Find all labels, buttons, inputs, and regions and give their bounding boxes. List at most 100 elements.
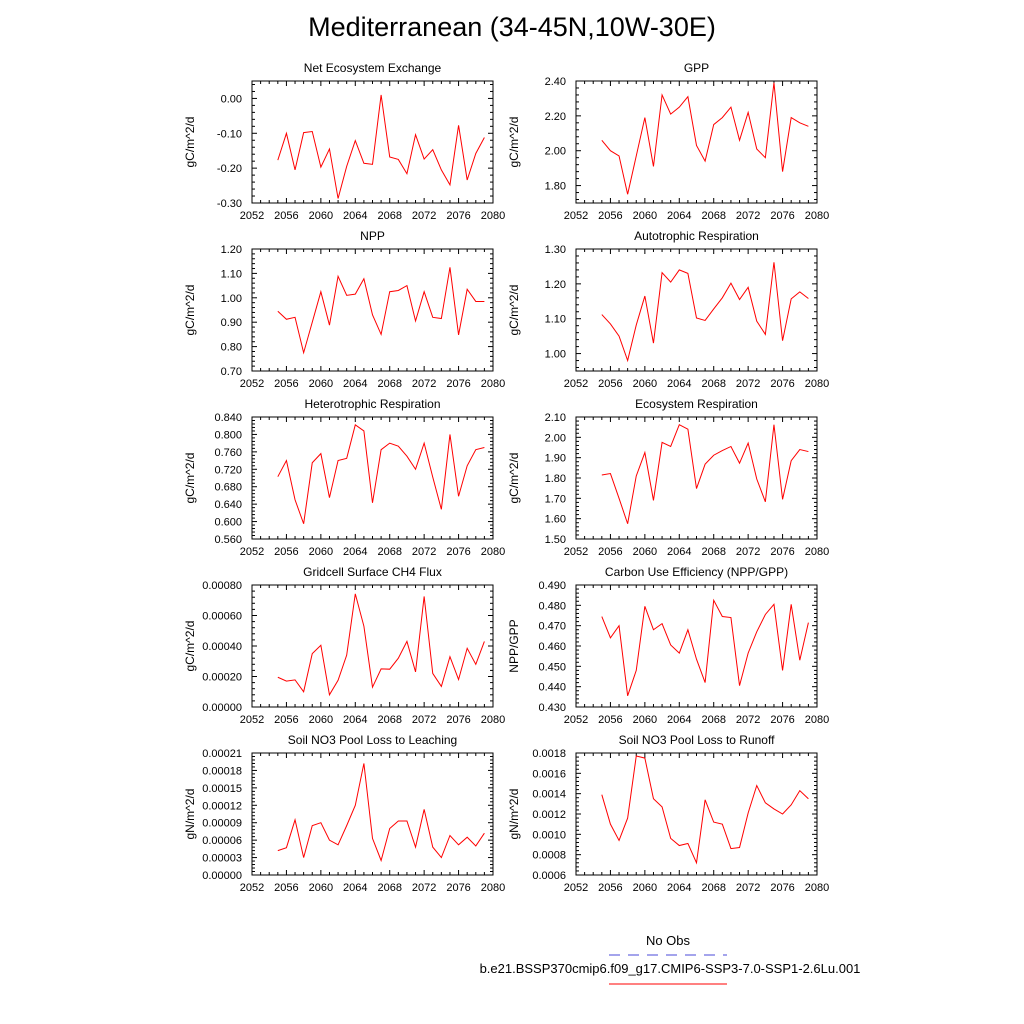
y-tick-label: 0.00020 (202, 672, 242, 684)
y-tick-label: 0.800 (214, 429, 242, 441)
x-tick-label: 2068 (701, 546, 725, 558)
x-tick-label: 2076 (446, 210, 470, 222)
y-tick-label: 0.0010 (532, 829, 566, 841)
y-tick-label: 1.80 (545, 181, 566, 193)
x-tick-label: 2072 (412, 714, 436, 726)
series-line (277, 94, 485, 199)
x-tick-label: 2052 (240, 882, 264, 894)
x-tick-label: 2072 (412, 882, 436, 894)
x-tick-label: 2068 (377, 378, 401, 390)
x-tick-label: 2064 (667, 378, 691, 390)
series-line (601, 262, 809, 363)
y-tick-label: 1.50 (545, 534, 566, 546)
plot-frame (575, 248, 818, 372)
x-tick-label: 2064 (343, 714, 367, 726)
x-tick-label: 2068 (701, 882, 725, 894)
legend-case-label: b.e21.BSSP370cmip6.f09_g17.CMIP6-SSP3-7.… (479, 961, 861, 976)
x-tick-label: 2060 (633, 882, 657, 894)
x-tick-label: 2052 (564, 378, 588, 390)
panel-title: Heterotrophic Respiration (304, 397, 440, 411)
x-tick-label: 2072 (736, 210, 760, 222)
y-tick-label: 1.00 (221, 293, 242, 305)
y-tick-label: 0.0006 (532, 870, 566, 882)
y-axis-label: gC/m^2/d (507, 453, 521, 504)
x-tick-label: 2060 (633, 546, 657, 558)
panel-title: NPP (360, 229, 385, 243)
x-tick-label: 2080 (481, 882, 505, 894)
plot-frame (251, 416, 494, 540)
x-tick-label: 2060 (309, 546, 333, 558)
x-tick-label: 2068 (377, 882, 401, 894)
x-tick-label: 2072 (412, 378, 436, 390)
plot-frame (575, 80, 818, 204)
y-tick-label: 0.00021 (202, 748, 242, 760)
y-axis-label: gC/m^2/d (183, 453, 197, 504)
x-tick-label: 2052 (240, 378, 264, 390)
x-tick-label: 2056 (274, 210, 298, 222)
series-line (277, 267, 485, 355)
x-tick-label: 2052 (564, 714, 588, 726)
x-tick-label: 2056 (598, 210, 622, 222)
x-tick-label: 2072 (736, 378, 760, 390)
y-tick-label: 0.00080 (202, 580, 242, 592)
panel-heterotrophic-respiration: Heterotrophic Respiration gC/m^2/d 2052 205… (183, 397, 505, 558)
panel-title: Soil NO3 Pool Loss to Leaching (288, 733, 457, 747)
y-tick-label: 0.00000 (202, 702, 242, 714)
y-tick-label: 2.20 (545, 111, 566, 123)
y-tick-label: 2.00 (545, 432, 566, 444)
panel-title: Soil NO3 Pool Loss to Runoff (619, 733, 776, 747)
x-tick-label: 2076 (770, 546, 794, 558)
x-tick-label: 2076 (770, 378, 794, 390)
y-tick-label: 0.00 (221, 93, 242, 105)
y-tick-label: 0.80 (221, 342, 242, 354)
y-tick-label: 0.0016 (532, 768, 566, 780)
x-tick-label: 2060 (309, 714, 333, 726)
x-tick-label: 2060 (309, 378, 333, 390)
x-tick-label: 2080 (805, 210, 829, 222)
y-tick-label: 0.600 (214, 517, 242, 529)
x-tick-label: 2060 (633, 210, 657, 222)
x-tick-label: 2080 (805, 714, 829, 726)
x-tick-label: 2064 (343, 546, 367, 558)
series-line (277, 424, 485, 524)
y-tick-label: 0.640 (214, 499, 242, 511)
x-tick-label: 2080 (805, 546, 829, 558)
y-tick-label: 0.0018 (532, 748, 566, 760)
x-tick-label: 2056 (598, 714, 622, 726)
y-tick-label: 0.0012 (532, 809, 566, 821)
x-tick-label: 2064 (667, 210, 691, 222)
y-tick-label: 0.00040 (202, 641, 242, 653)
legend-obs-label: No Obs (645, 933, 691, 948)
series-line (277, 763, 485, 863)
y-axis-label: gN/m^2/d (507, 789, 521, 840)
x-tick-label: 2076 (446, 714, 470, 726)
x-tick-label: 2076 (770, 714, 794, 726)
x-tick-label: 2072 (736, 714, 760, 726)
y-tick-label: 2.10 (545, 412, 566, 424)
y-tick-label: 0.00003 (202, 853, 242, 865)
y-tick-label: 1.90 (545, 453, 566, 465)
y-tick-label: 1.00 (545, 349, 566, 361)
x-tick-label: 2056 (274, 378, 298, 390)
x-tick-label: 2080 (481, 546, 505, 558)
x-tick-label: 2064 (667, 714, 691, 726)
series-line (601, 424, 809, 524)
y-tick-label: 1.10 (221, 268, 242, 280)
y-axis-label: gC/m^2/d (183, 621, 197, 672)
x-tick-label: 2064 (343, 378, 367, 390)
x-tick-label: 2080 (805, 378, 829, 390)
panel-title: GPP (684, 61, 709, 75)
x-tick-label: 2052 (240, 714, 264, 726)
x-tick-label: 2052 (564, 210, 588, 222)
y-tick-label: 0.560 (214, 534, 242, 546)
x-tick-label: 2060 (309, 210, 333, 222)
y-tick-label: 0.00012 (202, 800, 242, 812)
x-tick-label: 2076 (770, 882, 794, 894)
y-tick-label: 1.70 (545, 493, 566, 505)
x-tick-label: 2056 (274, 882, 298, 894)
x-tick-label: 2056 (598, 378, 622, 390)
panel-title: Gridcell Surface CH4 Flux (303, 565, 442, 579)
x-tick-label: 2072 (736, 546, 760, 558)
y-tick-label: 0.440 (538, 682, 566, 694)
series-line (601, 598, 809, 696)
